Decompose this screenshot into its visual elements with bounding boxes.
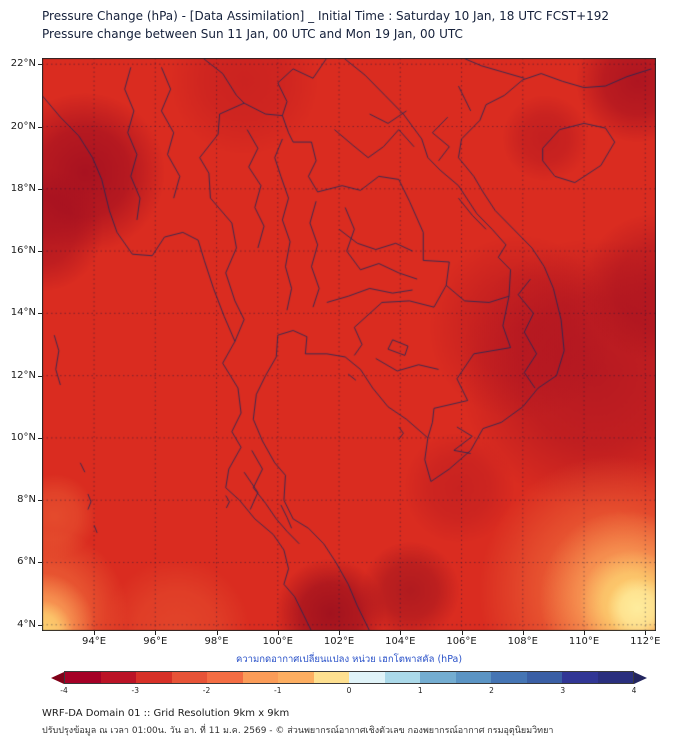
x-axis-label: 110°E <box>568 636 600 647</box>
colorbar-segment <box>171 672 207 683</box>
colorbar-segment <box>313 672 349 683</box>
y-axis-tick <box>38 437 42 439</box>
colorbar-segment <box>100 672 136 683</box>
x-axis-label: 102°E <box>323 636 355 647</box>
colorbar-segment <box>491 672 527 683</box>
y-axis-tick <box>38 251 42 253</box>
x-axis-tick <box>155 631 157 635</box>
y-axis-label: 8°N <box>17 494 36 506</box>
colorbar-tick-label: 3 <box>560 686 566 695</box>
colorbar-right-arrow-icon <box>634 671 647 684</box>
colorbar-tick-label: 0 <box>346 686 352 695</box>
x-axis-tick <box>216 631 218 635</box>
colorbar-tick-label: -4 <box>60 686 68 695</box>
y-axis-label: 6°N <box>17 556 36 568</box>
colorbar-tick-label: 2 <box>489 686 494 695</box>
x-axis-label: 94°E <box>82 636 107 647</box>
colorbar-row <box>42 671 656 684</box>
x-axis-tick <box>461 631 463 635</box>
y-axis-label: 14°N <box>10 307 36 319</box>
colorbar-segment <box>562 672 598 683</box>
colorbar-segment <box>278 672 314 683</box>
footer-update-info: ปรับปรุงข้อมูล ณ เวลา 01:00น. วัน อา. ที… <box>42 726 554 736</box>
footer-block: WRF-DA Domain 01 :: Grid Resolution 9km … <box>42 708 553 737</box>
colorbar-block: ความกดอากาศเปลี่ยนแปลง หน่วย เฮกโตพาสคัล… <box>42 652 656 696</box>
colorbar-tick-label: -3 <box>131 686 139 695</box>
colorbar-segment <box>136 672 172 683</box>
y-axis-label: 22°N <box>10 58 36 70</box>
colorbar-segment <box>420 672 456 683</box>
colorbar-label: ความกดอากาศเปลี่ยนแปลง หน่วย เฮกโตพาสคัล… <box>235 654 463 665</box>
colorbar-tick-label: -2 <box>202 686 211 695</box>
y-axis-label: 16°N <box>10 245 36 257</box>
title-line-1: Pressure Change (hPa) - [Data Assimilati… <box>42 9 610 23</box>
y-axis-tick <box>38 375 42 377</box>
latitude-axis: 22°N 20°N 18°N 16°N 14°N 12°N 10°N 8°N 6°N 4°N <box>0 58 42 631</box>
colorbar-segment <box>207 672 243 683</box>
x-axis-tick <box>277 631 279 635</box>
x-axis-tick <box>522 631 524 635</box>
x-axis-tick <box>400 631 402 635</box>
x-axis-tick <box>94 631 96 635</box>
pressure-change-map-canvas <box>42 58 656 631</box>
colorbar-tick-label: 4 <box>631 686 637 695</box>
colorbar-segment <box>242 672 278 683</box>
map-area: 22°N 20°N 18°N 16°N 14°N 12°N 10°N 8°N 6°N 4°N 94… <box>11 58 660 647</box>
colorbar-segment <box>597 672 633 683</box>
x-axis-label: 104°E <box>385 636 416 647</box>
y-axis-tick <box>38 562 42 564</box>
y-axis-tick <box>38 188 42 190</box>
x-axis-label: 108°E <box>507 636 538 647</box>
title-line-2: Pressure change between Sun 11 Jan, 00 U… <box>42 27 463 41</box>
y-axis-tick <box>38 500 42 502</box>
colorbar-tick-labels: -4 -3 -2 -1 0 1 2 3 4 <box>60 686 636 696</box>
longitude-axis: 94°E 96°E 98°E 100°E 102°E 104°E 106°E 108°E 110… <box>42 631 660 651</box>
y-axis-label: 4°N <box>17 618 36 630</box>
y-axis-label: 10°N <box>10 431 36 443</box>
x-axis-label: 96°E <box>143 636 168 647</box>
footer-domain-info: WRF-DA Domain 01 :: Grid Resolution 9km … <box>42 708 290 719</box>
y-axis-label: 12°N <box>10 369 36 381</box>
x-axis-label: 98°E <box>204 636 229 647</box>
y-axis-label: 18°N <box>10 182 36 194</box>
x-axis-label: 100°E <box>262 636 293 647</box>
y-axis-tick <box>38 624 42 626</box>
x-axis-label: 106°E <box>446 636 477 647</box>
colorbar-left-arrow-icon <box>51 671 64 684</box>
y-axis-tick <box>38 313 42 315</box>
title-block: Pressure Change (hPa) - [Data Assimilati… <box>42 7 609 43</box>
colorbar-segment <box>384 672 420 683</box>
colorbar-tick-label: 1 <box>417 686 423 695</box>
colorbar-segment <box>349 672 385 683</box>
y-axis-label: 20°N <box>10 120 36 132</box>
colorbar-segment <box>526 672 562 683</box>
x-axis-tick <box>584 631 586 635</box>
colorbar <box>64 671 634 684</box>
x-axis-label: 112°E <box>630 636 661 647</box>
y-axis-tick <box>38 126 42 128</box>
colorbar-tick-label: -1 <box>274 686 282 695</box>
colorbar-segment <box>65 672 101 683</box>
y-axis-tick <box>38 64 42 66</box>
x-axis-tick <box>339 631 341 635</box>
colorbar-segment <box>455 672 491 683</box>
x-axis-tick <box>645 631 647 635</box>
